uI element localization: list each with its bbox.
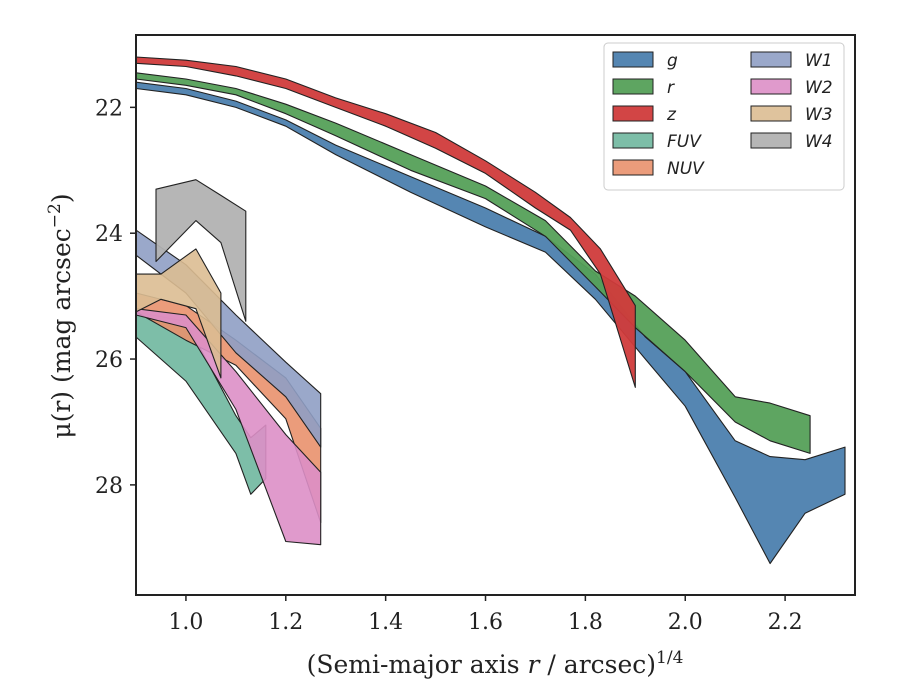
band-W3 — [135, 248, 222, 379]
legend-swatch-z — [612, 105, 654, 122]
x-axis-ticks: 1.0 1.2 1.4 1.6 1.8 2.0 2.2 — [168, 595, 803, 635]
legend-swatch-W4 — [750, 132, 792, 149]
band-W4 — [155, 179, 247, 322]
x-tick-label: 1.8 — [568, 610, 603, 635]
legend-swatch-FUV — [612, 132, 654, 149]
y-axis-label-close: ) — [47, 193, 76, 203]
legend-label-FUV: FUV — [667, 132, 702, 152]
x-tick-label: 1.2 — [268, 610, 303, 635]
legend-label-W3: W3 — [805, 105, 833, 125]
x-axis-label-exp: 1/4 — [656, 648, 683, 668]
y-axis-label-main: μ(r) (mag arcsec — [47, 228, 76, 438]
y-axis-ticks: 22 24 26 28 — [95, 96, 136, 499]
x-axis-label: (Semi-major axis r / arcsec)1/4 — [307, 648, 684, 679]
legend-swatch-W3 — [750, 105, 792, 122]
legend-label-r: r — [667, 78, 675, 98]
band-g — [135, 81, 846, 565]
y-tick-label: 22 — [95, 96, 123, 121]
y-tick-label: 26 — [95, 348, 123, 373]
legend-swatch-g — [612, 51, 654, 68]
legend-label-z: z — [666, 105, 677, 125]
y-tick-label: 28 — [95, 474, 123, 499]
x-axis-label-tail: / arcsec) — [539, 650, 656, 679]
legend-label-g: g — [667, 51, 678, 71]
y-tick-label: 24 — [95, 222, 123, 247]
legend-swatch-r — [612, 78, 654, 95]
legend-swatch-W1 — [750, 51, 792, 68]
y-axis-label-exp: −2 — [45, 203, 65, 228]
x-axis-label-var: r — [528, 650, 542, 679]
plot-frame — [135, 34, 856, 596]
legend-label-W1: W1 — [805, 51, 833, 71]
x-axis-label-main: (Semi-major axis — [307, 650, 528, 679]
legend-swatch-NUV — [612, 159, 654, 176]
x-tick-label: 2.0 — [668, 610, 703, 635]
x-tick-label: 1.0 — [168, 610, 203, 635]
legend-swatch-W2 — [750, 78, 792, 95]
x-tick-label: 1.4 — [368, 610, 403, 635]
x-tick-label: 1.6 — [468, 610, 503, 635]
band-r — [135, 72, 811, 454]
profile-bands — [135, 56, 846, 565]
y-axis-label: μ(r) (mag arcsec−2) — [45, 193, 76, 438]
x-tick-label: 2.2 — [768, 610, 803, 635]
legend-label-W2: W2 — [805, 78, 833, 98]
band-z — [135, 56, 636, 388]
legend: grz FUV NUV W1 W2 W3 W4 — [603, 42, 845, 191]
legend-label-W4: W4 — [805, 132, 833, 152]
legend-label-NUV: NUV — [667, 159, 705, 179]
